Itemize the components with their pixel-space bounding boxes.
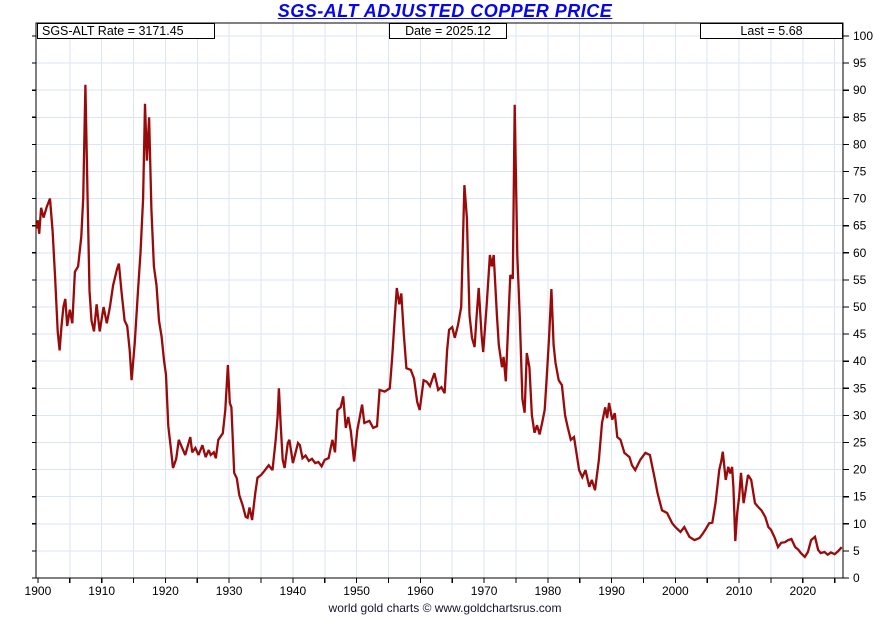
y-tick-label: 30 (853, 408, 867, 422)
grid-lines (36, 23, 843, 578)
axis-ticks (32, 35, 849, 583)
chart-title: SGS-ALT ADJUSTED COPPER PRICE (277, 1, 613, 21)
y-tick-label: 55 (853, 273, 867, 287)
date-value-box: Date = 2025.12 (389, 23, 507, 39)
y-tick-label: 95 (853, 56, 867, 70)
axis-labels: 0 5 10 15 20 25 30 35 40 45 50 55 60 65 70 75 80 85 90 95 10… (25, 29, 874, 598)
y-tick-label: 75 (853, 165, 867, 179)
y-tick-label: 40 (853, 354, 867, 368)
x-tick-label: 1960 (407, 584, 434, 598)
x-tick-label: 1940 (280, 584, 307, 598)
x-tick-label: 1910 (88, 584, 115, 598)
rate-value-box: SGS-ALT Rate = 3171.45 (37, 23, 215, 39)
y-tick-label: 35 (853, 381, 867, 395)
y-tick-label: 50 (853, 300, 867, 314)
y-tick-label: 80 (853, 137, 867, 151)
x-tick-label: 1990 (598, 584, 625, 598)
y-tick-label: 85 (853, 110, 867, 124)
y-tick-label: 10 (853, 517, 867, 531)
x-tick-label: 2020 (789, 584, 816, 598)
y-tick-label: 15 (853, 490, 867, 504)
y-tick-label: 65 (853, 219, 867, 233)
price-line-series (35, 84, 843, 559)
x-tick-label: 1920 (152, 584, 179, 598)
x-tick-label: 2000 (662, 584, 689, 598)
x-tick-label: 1980 (535, 584, 562, 598)
x-tick-label: 2010 (726, 584, 753, 598)
y-tick-label: 0 (853, 571, 860, 585)
x-tick-label: 1900 (25, 584, 52, 598)
y-tick-label: 5 (853, 544, 860, 558)
x-tick-label: 1930 (216, 584, 243, 598)
last-value-box: Last = 5.68 (700, 23, 843, 39)
y-tick-label: 70 (853, 192, 867, 206)
y-tick-label: 100 (853, 29, 873, 43)
y-tick-label: 60 (853, 246, 867, 260)
y-tick-label: 20 (853, 463, 867, 477)
y-tick-label: 25 (853, 436, 867, 450)
y-tick-label: 90 (853, 83, 867, 97)
x-tick-label: 1970 (471, 584, 498, 598)
copyright-footer: world gold charts © www.goldchartsrus.co… (328, 601, 562, 615)
x-tick-label: 1950 (343, 584, 370, 598)
y-tick-label: 45 (853, 327, 867, 341)
